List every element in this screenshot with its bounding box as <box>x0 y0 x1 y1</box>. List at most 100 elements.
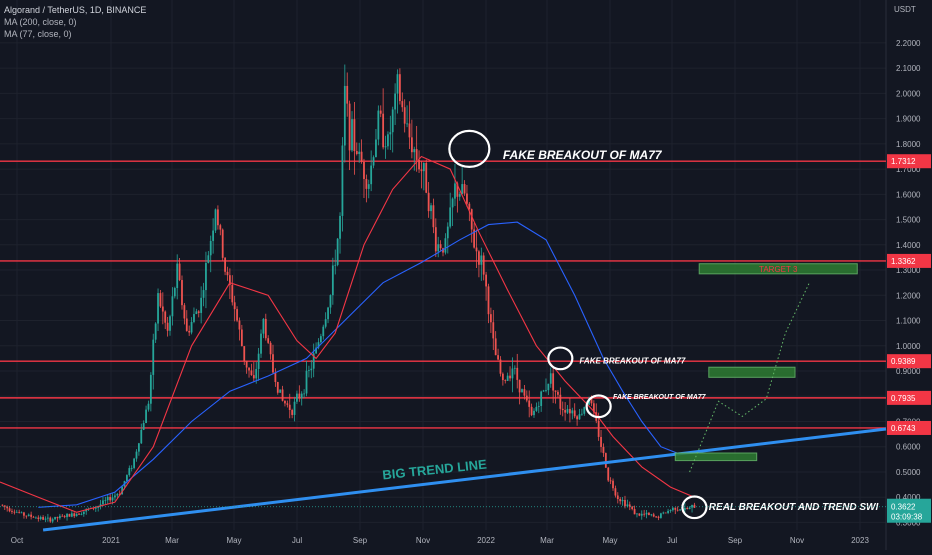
candle-body <box>403 107 406 124</box>
candle-body <box>133 458 135 468</box>
candle-body <box>169 316 171 331</box>
candle-body <box>183 305 186 319</box>
candle-body <box>470 209 473 230</box>
circle-marker <box>547 346 574 371</box>
candle-body <box>609 480 612 482</box>
candle-body <box>554 390 557 392</box>
candle-body <box>46 517 49 519</box>
candle-body <box>351 119 353 151</box>
candle-body <box>367 184 370 189</box>
x-tick-label: 2021 <box>102 536 120 545</box>
y-tick-label: 1.0000 <box>896 342 921 351</box>
candle-body <box>492 322 495 339</box>
candle-body <box>224 257 226 272</box>
candle-body <box>540 391 543 407</box>
candle-body <box>688 507 691 510</box>
candle-body <box>303 393 306 395</box>
candle-body <box>212 230 215 241</box>
candle-body <box>504 380 507 381</box>
candle-body <box>157 293 159 324</box>
candle-body <box>291 410 294 415</box>
candle-body <box>602 446 605 454</box>
candle-body <box>207 255 210 264</box>
candle-body <box>671 507 674 511</box>
candle-body <box>102 500 104 505</box>
annotation-text: FAKE BREAKOUT OF MA77 <box>503 148 663 162</box>
x-tick-label: Sep <box>353 536 368 545</box>
y-tick-label: 0.3000 <box>896 518 921 527</box>
candle-body <box>557 391 559 395</box>
candle-body <box>166 322 169 331</box>
candle-body <box>181 280 183 306</box>
candle-body <box>640 513 643 516</box>
y-tick-label: 0.5000 <box>896 468 921 477</box>
candle-body <box>545 390 547 391</box>
candle-body <box>1 504 4 506</box>
candle-body <box>329 295 332 308</box>
candle-body <box>42 517 45 520</box>
candle-body <box>226 271 229 276</box>
candle-body <box>657 516 660 518</box>
candle-body <box>32 516 35 518</box>
candle-body <box>485 274 488 287</box>
candle-body <box>662 512 665 514</box>
candle-body <box>398 74 401 102</box>
candle-body <box>85 509 88 512</box>
candle-body <box>480 255 483 265</box>
candle-body <box>293 401 296 415</box>
candle-body <box>73 513 76 517</box>
candle-body <box>648 512 650 516</box>
level-tag <box>887 354 931 369</box>
candle-body <box>202 290 205 298</box>
candle-body <box>604 453 607 468</box>
candle-body <box>497 355 499 360</box>
candle-body <box>274 372 277 382</box>
candle-body <box>410 137 413 153</box>
candle-body <box>434 227 437 252</box>
candle-body <box>238 320 241 330</box>
candle-body <box>478 251 480 265</box>
candle-body <box>616 495 619 500</box>
candle-body <box>614 488 617 496</box>
candle-body <box>660 513 662 518</box>
candle-body <box>628 504 631 507</box>
candle-body <box>324 319 327 327</box>
candle-body <box>377 110 380 140</box>
candle-body <box>51 519 54 522</box>
level-tag-label: 0.7935 <box>891 394 916 403</box>
x-tick-label: May <box>602 536 617 545</box>
candle-body <box>248 367 250 371</box>
candle-body <box>78 513 80 515</box>
candle-body <box>691 504 693 508</box>
candle-body <box>54 516 56 520</box>
candle-body <box>533 410 535 416</box>
y-tick-label: 0.6000 <box>896 443 921 452</box>
candle-body <box>8 508 11 512</box>
y-tick-label: 2.2000 <box>896 39 921 48</box>
candle-body <box>142 423 145 430</box>
level-tag <box>887 253 931 268</box>
candle-body <box>137 443 140 452</box>
candle-body <box>128 468 131 476</box>
candle-body <box>437 244 440 252</box>
x-tick-label: 2023 <box>851 536 869 545</box>
candle-body <box>638 513 641 516</box>
candle-body <box>415 149 418 160</box>
candle-body <box>269 342 272 355</box>
candle-body <box>27 514 30 516</box>
y-tick-label: 1.7000 <box>896 165 921 174</box>
candle-body <box>535 406 538 411</box>
candle-body <box>631 506 634 510</box>
candle-body <box>276 381 279 393</box>
candle-body <box>633 509 636 515</box>
candle-body <box>664 512 667 514</box>
candle-body <box>315 347 317 354</box>
candle-body <box>387 134 389 147</box>
candle-body <box>343 85 346 146</box>
candle-body <box>300 393 303 399</box>
x-tick-label: Jul <box>667 536 677 545</box>
candle-body <box>298 393 301 399</box>
circle-marker <box>448 129 491 169</box>
